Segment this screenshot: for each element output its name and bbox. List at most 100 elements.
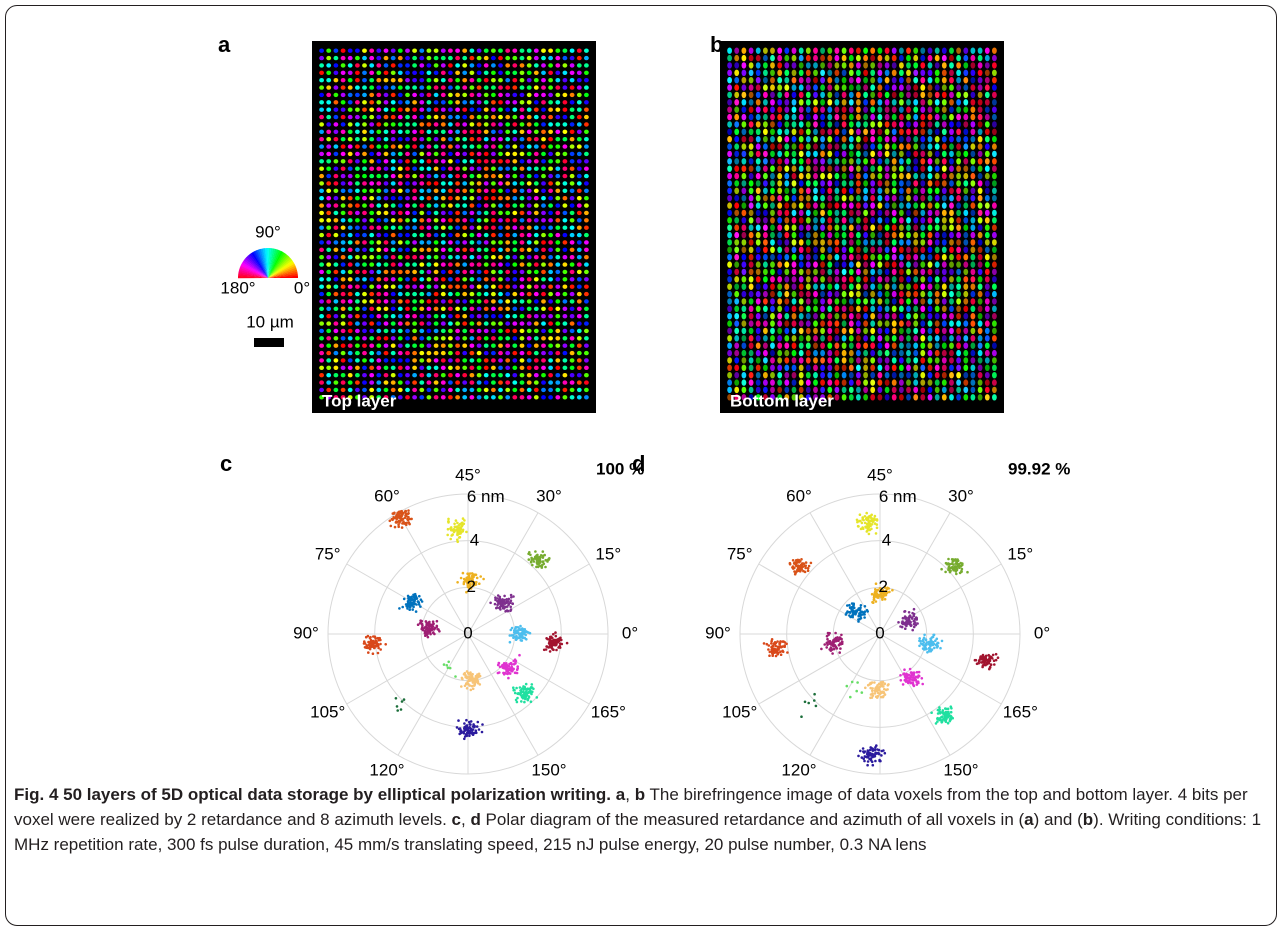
voxel-point <box>419 622 422 625</box>
voxel-point <box>398 511 401 514</box>
voxel <box>742 269 747 275</box>
voxel <box>878 357 883 363</box>
voxel <box>913 247 918 253</box>
voxel <box>971 92 976 98</box>
voxel <box>512 122 517 126</box>
voxel <box>906 173 911 179</box>
voxel <box>835 379 840 385</box>
angle-label: 165° <box>1003 702 1038 721</box>
voxel <box>885 328 890 334</box>
voxel <box>971 320 976 326</box>
voxel <box>577 307 582 311</box>
voxel <box>806 151 811 157</box>
voxel <box>913 313 918 319</box>
voxel <box>520 100 525 104</box>
voxel <box>949 261 954 267</box>
voxel <box>842 254 847 260</box>
voxel <box>863 84 868 90</box>
voxel <box>405 130 410 134</box>
voxel <box>899 313 904 319</box>
voxel <box>541 63 546 67</box>
voxel <box>892 269 897 275</box>
voxel <box>369 203 374 207</box>
voxel <box>584 108 589 112</box>
voxel <box>326 56 331 60</box>
voxel <box>505 366 510 370</box>
voxel <box>527 167 532 171</box>
voxel <box>992 180 997 186</box>
voxel <box>835 70 840 76</box>
voxel <box>520 321 525 325</box>
voxel <box>362 63 367 67</box>
voxel <box>792 129 797 135</box>
voxel <box>498 181 503 185</box>
voxel <box>956 357 961 363</box>
voxel <box>928 107 933 113</box>
voxel <box>362 159 367 163</box>
voxel <box>770 158 775 164</box>
voxel <box>477 218 482 222</box>
voxel <box>885 320 890 326</box>
voxel <box>498 226 503 230</box>
voxel <box>734 158 739 164</box>
voxel <box>348 196 353 200</box>
voxel <box>555 285 560 289</box>
voxel <box>906 239 911 245</box>
voxel <box>835 62 840 68</box>
voxel <box>777 48 782 54</box>
voxel <box>419 336 424 340</box>
voxel <box>742 84 747 90</box>
voxel <box>434 159 439 163</box>
voxel-point <box>391 519 394 522</box>
voxel <box>376 321 381 325</box>
voxel <box>949 202 954 208</box>
voxel <box>813 99 818 105</box>
voxel <box>870 313 875 319</box>
voxel <box>935 306 940 312</box>
voxel <box>369 108 374 112</box>
voxel <box>770 121 775 127</box>
voxel <box>584 292 589 296</box>
voxel-point <box>515 687 518 690</box>
voxel <box>913 328 918 334</box>
voxel <box>405 226 410 230</box>
voxel <box>498 285 503 289</box>
voxel <box>505 255 510 259</box>
voxel-point <box>858 520 861 523</box>
voxel <box>813 313 818 319</box>
voxel <box>391 358 396 362</box>
voxel <box>906 306 911 312</box>
voxel <box>398 108 403 112</box>
voxel-point <box>960 571 963 574</box>
angle-label: 105° <box>310 702 345 721</box>
voxel <box>885 107 890 113</box>
voxel <box>405 358 410 362</box>
voxel <box>534 329 539 333</box>
voxel <box>520 137 525 141</box>
voxel <box>520 373 525 377</box>
voxel <box>326 380 331 384</box>
voxel <box>326 203 331 207</box>
voxel <box>963 350 968 356</box>
voxel <box>784 136 789 142</box>
voxel <box>384 351 389 355</box>
voxel <box>548 100 553 104</box>
voxel <box>763 92 768 98</box>
voxel <box>971 166 976 172</box>
voxel-point <box>469 723 472 726</box>
voxel <box>885 217 890 223</box>
voxel <box>355 285 360 289</box>
voxel <box>920 48 925 54</box>
voxel <box>398 395 403 399</box>
voxel <box>985 151 990 157</box>
voxel <box>935 320 940 326</box>
voxel <box>555 152 560 156</box>
voxel <box>455 292 460 296</box>
voxel <box>505 56 510 60</box>
voxel <box>971 261 976 267</box>
voxel <box>376 152 381 156</box>
voxel <box>835 313 840 319</box>
voxel <box>742 62 747 68</box>
voxel <box>756 99 761 105</box>
voxel <box>949 173 954 179</box>
